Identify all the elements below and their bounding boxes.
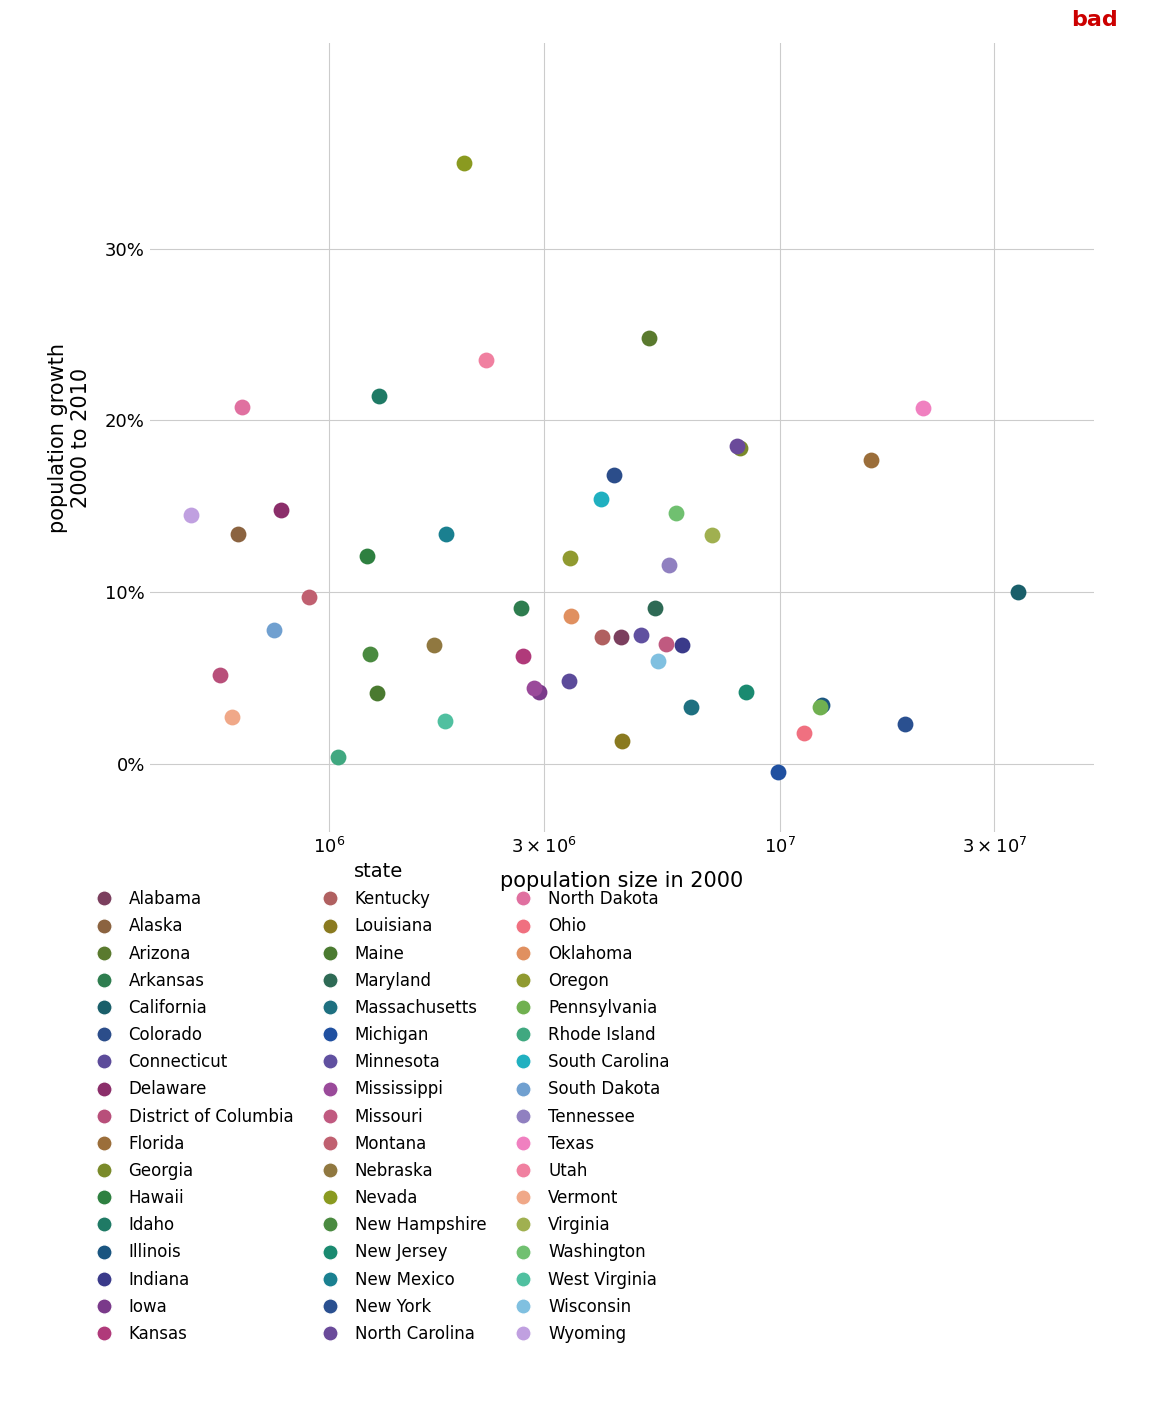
Point xyxy=(1009,581,1028,603)
Point xyxy=(265,619,283,642)
Point xyxy=(667,502,685,525)
Point xyxy=(357,545,376,568)
Point xyxy=(914,397,932,420)
Point xyxy=(425,633,444,656)
Point xyxy=(561,546,579,569)
Point xyxy=(455,151,473,174)
Point xyxy=(592,488,611,511)
Point xyxy=(613,730,631,753)
Point xyxy=(605,464,623,487)
Point xyxy=(646,596,665,619)
Point xyxy=(524,677,543,700)
Point xyxy=(182,504,200,527)
Point xyxy=(703,524,721,546)
Point xyxy=(811,696,829,719)
Point xyxy=(728,435,746,458)
Y-axis label: population growth
2000 to 2010: population growth 2000 to 2010 xyxy=(48,343,91,532)
Point xyxy=(211,663,229,686)
Point xyxy=(593,625,612,647)
Point xyxy=(272,498,290,521)
Point xyxy=(770,761,788,784)
Point xyxy=(812,694,831,717)
Point xyxy=(228,522,247,545)
Point xyxy=(682,696,700,719)
X-axis label: population size in 2000: population size in 2000 xyxy=(500,871,744,891)
Point xyxy=(795,721,813,744)
Point xyxy=(300,586,318,609)
Point xyxy=(612,625,630,647)
Point xyxy=(862,448,880,471)
Point xyxy=(530,680,548,703)
Point xyxy=(370,386,388,408)
Point xyxy=(437,522,455,545)
Point xyxy=(639,327,658,350)
Point xyxy=(233,396,251,418)
Point xyxy=(562,605,581,628)
Point xyxy=(329,746,348,768)
Point xyxy=(657,632,675,655)
Point xyxy=(514,645,532,667)
Point xyxy=(362,643,380,666)
Point xyxy=(560,670,578,693)
Point xyxy=(222,706,241,729)
Text: bad: bad xyxy=(1070,10,1117,30)
Point xyxy=(477,349,495,371)
Legend: Alabama, Alaska, Arizona, Arkansas, California, Colorado, Connecticut, Delaware,: Alabama, Alaska, Arizona, Arkansas, Cali… xyxy=(86,862,669,1343)
Point xyxy=(895,713,914,736)
Point xyxy=(367,682,386,704)
Point xyxy=(649,649,667,672)
Point xyxy=(660,554,679,576)
Point xyxy=(673,633,691,656)
Point xyxy=(736,680,755,703)
Point xyxy=(732,437,750,460)
Point xyxy=(513,596,531,619)
Point xyxy=(631,623,650,646)
Point xyxy=(435,710,454,733)
